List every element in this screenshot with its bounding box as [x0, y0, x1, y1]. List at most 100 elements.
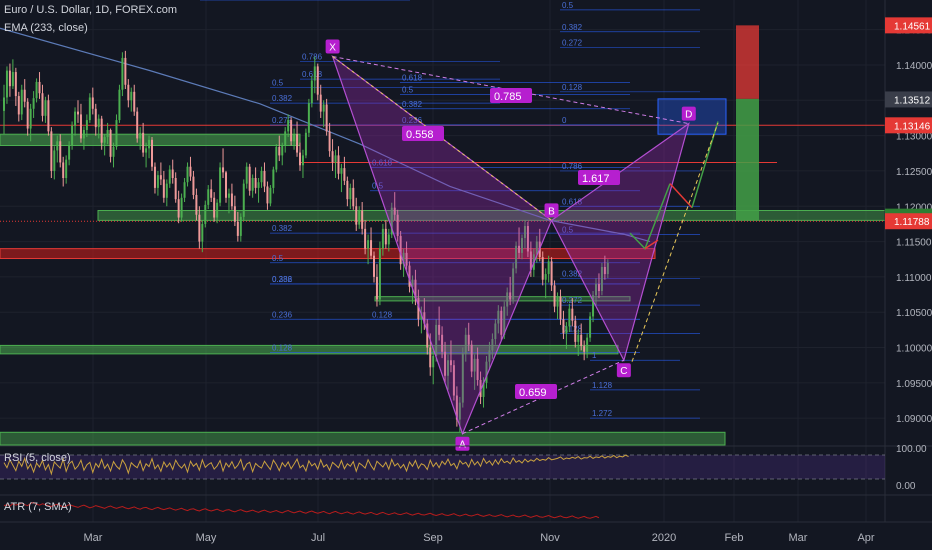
pattern-point-x: X — [329, 43, 336, 54]
candle-body — [304, 132, 307, 156]
candle-body — [417, 298, 420, 320]
candle — [387, 228, 390, 252]
candle — [94, 103, 97, 136]
candle-body — [257, 182, 260, 188]
symbol-legend[interactable]: Euro / U.S. Dollar, 1D, FOREX.com — [4, 4, 177, 16]
pattern-point-b: B — [548, 206, 555, 217]
fib-label: 0.236 — [402, 116, 423, 125]
candle — [580, 323, 583, 351]
candle — [68, 141, 71, 166]
candle-body — [207, 189, 210, 205]
ratio-label: 0.785 — [494, 91, 522, 103]
candle — [393, 192, 396, 221]
candle — [287, 114, 290, 138]
candle — [553, 280, 556, 313]
candle — [500, 306, 503, 341]
candle — [121, 52, 124, 97]
candle — [281, 142, 284, 166]
candle — [32, 91, 35, 118]
fib-label: 0.786 — [562, 162, 583, 171]
y-tick-label: 1.12500 — [896, 167, 932, 178]
candle — [71, 121, 74, 150]
candle — [476, 347, 479, 386]
candle — [355, 197, 358, 231]
candle-body — [68, 145, 71, 160]
candle — [156, 170, 159, 196]
candle-body — [219, 167, 222, 203]
candle — [97, 114, 100, 139]
candle-body — [130, 91, 133, 101]
fib-label: 0.5 — [402, 86, 414, 95]
fib-label: 0.5 — [562, 1, 574, 10]
candle-body — [565, 326, 568, 334]
candle-body — [3, 97, 5, 111]
candle — [174, 172, 177, 203]
candle — [352, 179, 355, 210]
candle — [139, 127, 142, 150]
fib-label: 0.382 — [272, 224, 293, 233]
candle — [153, 162, 156, 194]
candle — [547, 255, 550, 283]
candle-body — [245, 166, 248, 184]
fib-label: 0.5 — [272, 254, 284, 263]
candle-body — [592, 295, 595, 317]
candle-body — [310, 80, 313, 104]
candle-body — [479, 380, 482, 397]
fib-label: 0.5 — [272, 79, 284, 88]
candle-body — [56, 141, 59, 151]
fib-label: 0.618 — [402, 74, 423, 83]
ratio-badge — [515, 384, 557, 399]
candle-body — [355, 206, 358, 225]
x-tick-label: May — [196, 532, 217, 544]
candle — [535, 235, 538, 263]
candle-body — [177, 199, 180, 218]
candle-body — [600, 267, 603, 292]
candle — [447, 354, 449, 390]
candle-body — [337, 155, 340, 174]
candle — [299, 142, 301, 171]
y-tick-label: 1.10000 — [896, 344, 932, 355]
candle-body — [112, 146, 115, 157]
candle — [103, 134, 106, 156]
candle — [361, 202, 364, 235]
candle-body — [488, 350, 491, 362]
candle — [151, 137, 153, 171]
pattern-point-a: A — [459, 440, 466, 451]
fib-label: 0.272 — [562, 38, 583, 47]
rsi-tick-label: 0.00 — [896, 481, 916, 492]
candle-body — [541, 257, 544, 280]
candle — [278, 135, 281, 162]
candle — [307, 98, 310, 138]
candle-body — [278, 146, 281, 156]
candle-body — [26, 101, 29, 129]
candle — [526, 221, 529, 258]
candle — [23, 79, 26, 108]
candle — [313, 56, 316, 94]
candle-body — [82, 129, 85, 139]
candle — [381, 223, 384, 256]
candle — [455, 386, 458, 427]
candle — [254, 167, 257, 194]
candle-body — [553, 285, 556, 307]
candle — [603, 255, 606, 280]
candle-body — [50, 131, 53, 171]
candle-body — [586, 337, 589, 352]
candle — [100, 115, 103, 150]
candle — [408, 261, 411, 293]
rsi-legend[interactable]: RSI (5, close) — [4, 452, 71, 464]
candle-body — [201, 223, 204, 242]
candle-body — [47, 100, 50, 132]
fib-label: 0.618 — [302, 70, 323, 79]
ema-legend[interactable]: EMA (233, close) — [4, 22, 88, 34]
candle-body — [500, 310, 503, 335]
candle — [11, 59, 14, 89]
candle — [26, 98, 29, 136]
candle — [41, 84, 44, 122]
candle — [367, 234, 370, 265]
candle-body — [408, 265, 411, 287]
candle — [600, 262, 603, 296]
atr-legend[interactable]: ATR (7, SMA) — [4, 501, 72, 513]
candle-body — [225, 172, 227, 198]
